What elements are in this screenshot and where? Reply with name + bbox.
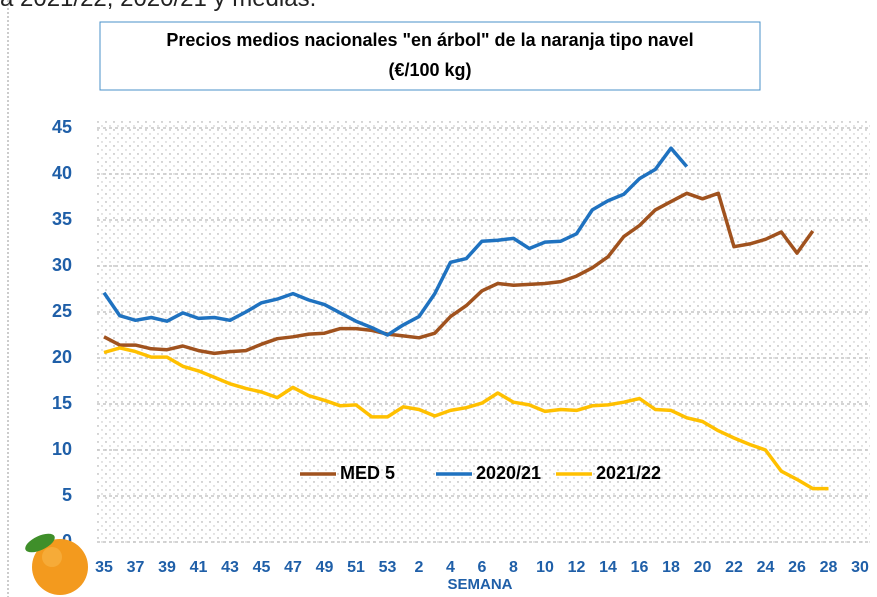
x-tick-label: 37 bbox=[127, 559, 145, 576]
x-tick-label: 6 bbox=[478, 559, 487, 576]
chart-subtitle: (€/100 kg) bbox=[388, 60, 471, 80]
x-tick-label: 2 bbox=[415, 559, 424, 576]
x-tick-label: 45 bbox=[253, 559, 271, 576]
x-tick-label: 43 bbox=[221, 559, 239, 576]
x-tick-label: 41 bbox=[190, 559, 208, 576]
x-tick-label: 49 bbox=[316, 559, 334, 576]
y-tick-label: 10 bbox=[52, 439, 72, 459]
y-tick-label: 15 bbox=[52, 393, 72, 413]
x-tick-label: 53 bbox=[379, 559, 397, 576]
x-tick-label: 26 bbox=[788, 559, 806, 576]
y-tick-label: 30 bbox=[52, 255, 72, 275]
legend-label: MED 5 bbox=[340, 463, 395, 483]
x-tick-label: 8 bbox=[509, 559, 518, 576]
chart: a 2021/22, 2020/21 y medias. Precios med… bbox=[0, 0, 877, 597]
x-tick-label: 28 bbox=[820, 559, 838, 576]
x-tick-label: 12 bbox=[568, 559, 586, 576]
x-tick-label: 20 bbox=[694, 559, 712, 576]
note: a 2021/22, 2020/21 y medias. bbox=[0, 0, 316, 12]
x-tick-label: 35 bbox=[95, 559, 113, 576]
y-tick-label: 40 bbox=[52, 163, 72, 183]
orange-icon bbox=[23, 530, 88, 595]
x-tick-label: 51 bbox=[347, 559, 365, 576]
legend-label: 2020/21 bbox=[476, 463, 541, 483]
y-tick-label: 5 bbox=[62, 485, 72, 505]
x-axis-label: SEMANA bbox=[447, 576, 512, 593]
x-tick-label: 16 bbox=[631, 559, 649, 576]
y-tick-label: 45 bbox=[52, 117, 72, 137]
y-tick-label: 25 bbox=[52, 301, 72, 321]
x-tick-label: 47 bbox=[284, 559, 302, 576]
legend-label: 2021/22 bbox=[596, 463, 661, 483]
x-tick-label: 18 bbox=[662, 559, 680, 576]
x-tick-label: 10 bbox=[536, 559, 554, 576]
x-tick-label: 30 bbox=[851, 559, 869, 576]
y-tick-label: 20 bbox=[52, 347, 72, 367]
x-tick-label: 14 bbox=[599, 559, 617, 576]
x-tick-label: 39 bbox=[158, 559, 176, 576]
x-tick-label: 4 bbox=[446, 559, 455, 576]
x-tick-label: 22 bbox=[725, 559, 743, 576]
x-tick-label: 24 bbox=[757, 559, 775, 576]
chart-title: Precios medios nacionales "en árbol" de … bbox=[166, 30, 693, 50]
y-tick-label: 35 bbox=[52, 209, 72, 229]
